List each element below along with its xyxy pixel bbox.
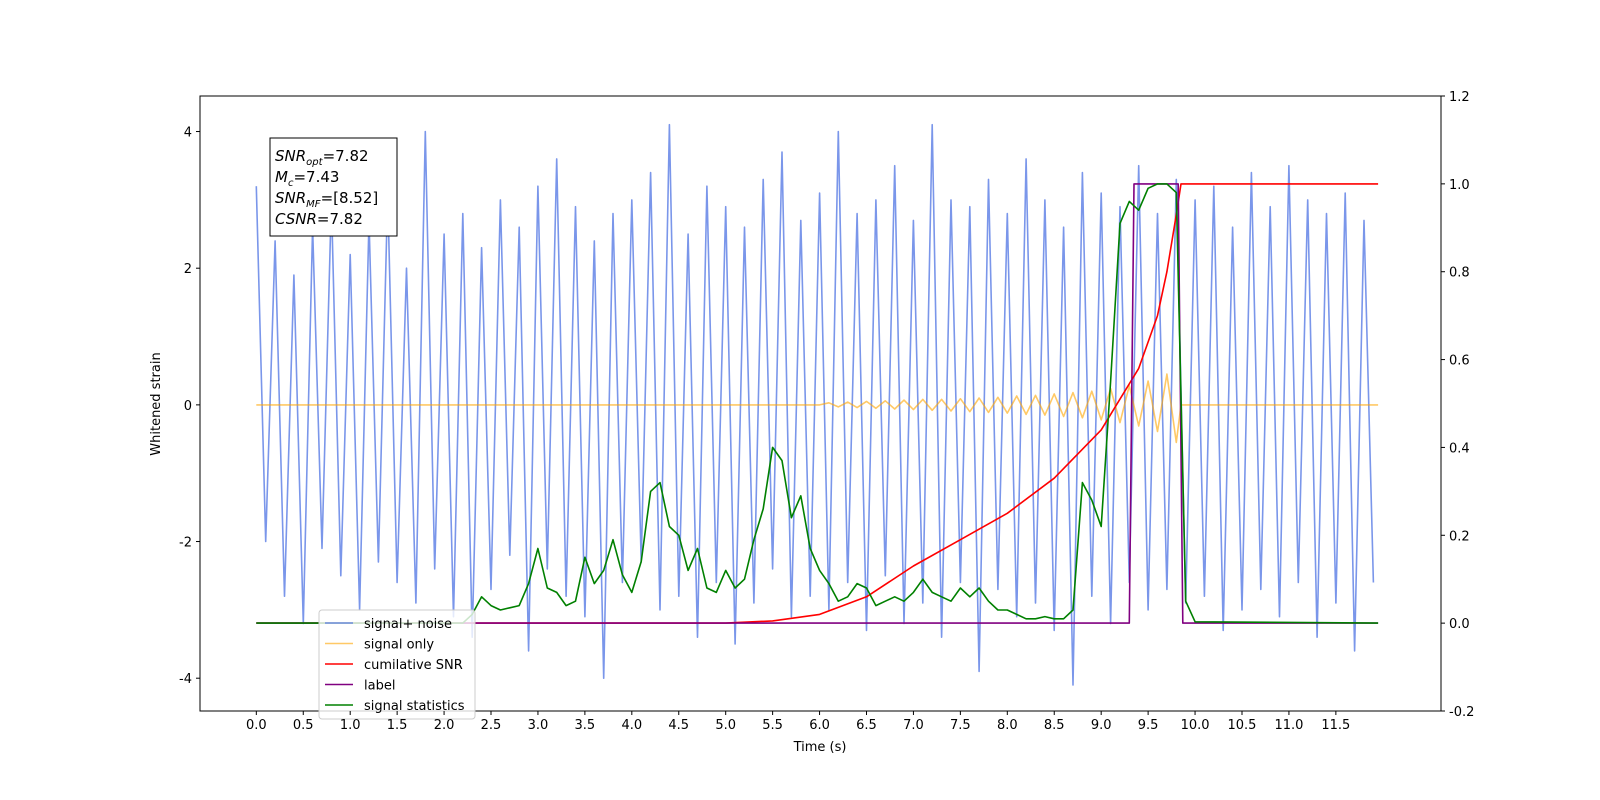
annotation-subscript: opt bbox=[306, 157, 323, 168]
annotation-value: =7.43 bbox=[293, 168, 339, 186]
x-tick-label: 0.0 bbox=[246, 718, 267, 733]
x-tick-label: 3.0 bbox=[528, 718, 549, 733]
x-tick-label: 6.0 bbox=[809, 718, 830, 733]
x-tick-label: 8.0 bbox=[997, 718, 1018, 733]
overlay: SNRopt=7.82Mc=7.43SNRMF=[8.52]CSNR=7.82s… bbox=[269, 137, 476, 720]
annotation-value: =7.82 bbox=[323, 147, 369, 165]
annotation-value: =7.82 bbox=[317, 210, 363, 228]
legend-label: cumilative SNR bbox=[364, 658, 463, 673]
annotation-symbol: SNR bbox=[275, 147, 306, 165]
y-axis-label: Whitened strain bbox=[149, 352, 164, 455]
y2-tick-label: 0.0 bbox=[1449, 617, 1470, 632]
annotation-subscript: c bbox=[288, 178, 294, 189]
plot-area bbox=[255, 123, 1379, 686]
legend-label: signal+ noise bbox=[364, 617, 452, 632]
annotation-symbol: CSNR bbox=[275, 210, 317, 228]
legend-box bbox=[318, 609, 476, 720]
y2-tick-label: 0.2 bbox=[1449, 529, 1470, 544]
x-tick-label: 10.5 bbox=[1228, 718, 1257, 733]
series-line bbox=[255, 123, 1375, 686]
legend-label: signal only bbox=[364, 638, 434, 653]
x-tick-label: 5.5 bbox=[762, 718, 783, 733]
series-line bbox=[256, 183, 1379, 624]
x-tick-label: 7.0 bbox=[903, 718, 924, 733]
annotation-symbol: SNR bbox=[275, 189, 306, 207]
legend-label: label bbox=[364, 679, 395, 694]
x-axis-label: Time (s) bbox=[793, 740, 847, 755]
x-tick-label: 7.5 bbox=[950, 718, 971, 733]
y-tick-label: -4 bbox=[179, 672, 192, 687]
x-tick-label: 9.5 bbox=[1138, 718, 1159, 733]
annotation-line: SNRopt=7.82 bbox=[275, 147, 369, 168]
x-tick-label: 5.0 bbox=[715, 718, 736, 733]
x-tick-label: 1.0 bbox=[340, 718, 361, 733]
annotation-subscript: MF bbox=[306, 199, 321, 210]
x-tick-label: 9.0 bbox=[1091, 718, 1112, 733]
series-line bbox=[256, 183, 1379, 624]
y-tick-label: -2 bbox=[179, 536, 192, 551]
annotation-box bbox=[269, 137, 398, 237]
annotation-symbol: M bbox=[275, 168, 288, 186]
annotation-line: SNRMF=[8.52] bbox=[275, 189, 378, 210]
y2-tick-label: 0.4 bbox=[1449, 441, 1470, 456]
x-tick-label: 0.5 bbox=[293, 718, 314, 733]
annotation-line: CSNR=7.82 bbox=[275, 210, 363, 228]
y2-tick-label: 1.0 bbox=[1449, 178, 1470, 193]
x-tick-label: 3.5 bbox=[575, 718, 596, 733]
y2-tick-label: -0.2 bbox=[1449, 705, 1474, 720]
x-tick-label: 10.0 bbox=[1181, 718, 1210, 733]
x-tick-label: 6.5 bbox=[856, 718, 877, 733]
y-tick-label: 4 bbox=[184, 126, 192, 141]
x-tick-label: 2.0 bbox=[434, 718, 455, 733]
y-tick-label: 2 bbox=[184, 262, 192, 277]
x-tick-label: 11.0 bbox=[1274, 718, 1303, 733]
y2-tick-label: 0.6 bbox=[1449, 354, 1470, 369]
series-line bbox=[256, 373, 1379, 444]
x-tick-label: 4.5 bbox=[668, 718, 689, 733]
x-tick-label: 1.5 bbox=[387, 718, 408, 733]
x-tick-label: 2.5 bbox=[481, 718, 502, 733]
y2-tick-label: 0.8 bbox=[1449, 266, 1470, 281]
y-tick-label: 0 bbox=[184, 399, 192, 414]
axes-frame bbox=[199, 95, 1442, 712]
x-tick-label: 4.0 bbox=[621, 718, 642, 733]
annotation-value: =[8.52] bbox=[321, 189, 379, 207]
x-tick-label: 8.5 bbox=[1044, 718, 1065, 733]
annotation-line: Mc=7.43 bbox=[275, 168, 339, 189]
y2-tick-label: 1.2 bbox=[1449, 90, 1470, 105]
legend-label: signal statistics bbox=[364, 699, 465, 714]
x-tick-label: 11.5 bbox=[1321, 718, 1350, 733]
